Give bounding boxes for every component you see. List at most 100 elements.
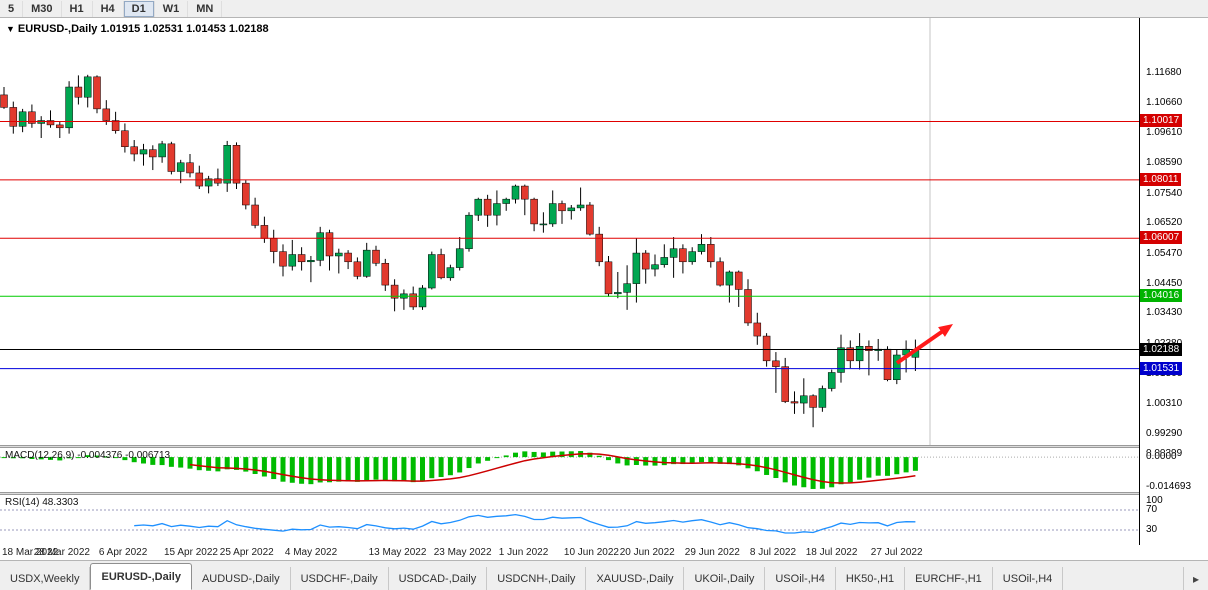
macd-bar xyxy=(866,457,872,478)
chart-tab-usdchf-daily[interactable]: USDCHF-,Daily xyxy=(291,567,389,590)
price-tick-label: 0.99290 xyxy=(1146,427,1183,439)
macd-bar xyxy=(1,457,7,459)
candle xyxy=(604,255,613,297)
time-label: 15 Apr 2022 xyxy=(164,547,218,558)
candle xyxy=(297,247,306,271)
chart-tab-ukoil-daily[interactable]: UKOil-,Daily xyxy=(684,567,766,590)
candle xyxy=(855,333,864,370)
macd-bar xyxy=(661,457,667,466)
candle xyxy=(56,121,64,139)
timeframe-button-mn[interactable]: MN xyxy=(188,0,223,17)
macd-bar xyxy=(857,457,863,480)
macd-bar xyxy=(708,457,714,463)
candle xyxy=(167,141,176,175)
collapse-panel-icon[interactable]: ▼ xyxy=(6,24,15,34)
candle xyxy=(818,385,827,412)
pane-separator[interactable] xyxy=(0,492,1208,495)
macd-bar xyxy=(252,457,258,475)
macd-bar xyxy=(141,457,146,464)
chart-tab-usoil-h4[interactable]: USOil-,H4 xyxy=(765,567,836,590)
trend-arrow[interactable] xyxy=(895,324,953,365)
macd-bar xyxy=(280,457,286,482)
candle xyxy=(707,237,715,268)
candle xyxy=(790,391,799,414)
chart-tab-audusd-daily[interactable]: AUDUSD-,Daily xyxy=(192,567,291,590)
candle xyxy=(483,194,492,227)
chart-tab-usdcnh-daily[interactable]: USDCNH-,Daily xyxy=(487,567,587,590)
time-label: 20 Jun 2022 xyxy=(619,547,675,558)
timeframe-button-m30[interactable]: M30 xyxy=(23,0,62,17)
candle xyxy=(269,229,278,264)
macd-bar xyxy=(550,451,556,458)
candle xyxy=(83,74,92,108)
tab-scroll-right-button[interactable]: ▸ xyxy=(1183,567,1208,590)
chart-area[interactable]: ▼ EURUSD-,Daily 1.01915 1.02531 1.01453 1… xyxy=(0,18,1208,560)
macd-bar xyxy=(903,457,909,473)
macd-bar xyxy=(131,457,137,463)
price-tick-label: 1.10660 xyxy=(1146,96,1183,108)
time-label: 29 Jun 2022 xyxy=(684,547,740,558)
candle xyxy=(800,378,808,414)
timeframe-button-h1[interactable]: H1 xyxy=(62,0,93,17)
macd-signal-line xyxy=(189,452,916,484)
macd-bar xyxy=(243,457,249,472)
candle xyxy=(400,289,408,310)
chart-tab-xauusd-daily[interactable]: XAUUSD-,Daily xyxy=(586,567,685,590)
candle xyxy=(623,265,631,310)
candle xyxy=(93,75,101,114)
rsi-pane[interactable] xyxy=(0,495,1139,545)
candle xyxy=(521,184,529,216)
timeframe-button-w1[interactable]: W1 xyxy=(155,0,189,17)
rsi-axis-label: 30 xyxy=(1146,524,1158,535)
price-tick-label: 1.07540 xyxy=(1146,187,1183,199)
candle xyxy=(0,87,8,109)
macd-pane[interactable] xyxy=(0,448,1139,492)
macd-bar xyxy=(289,457,295,483)
candle xyxy=(772,352,780,393)
candle xyxy=(586,202,594,236)
candle xyxy=(195,165,204,189)
macd-bar xyxy=(373,457,379,480)
macd-bar xyxy=(699,457,704,463)
candle xyxy=(307,255,315,283)
price-chart[interactable] xyxy=(0,18,1139,445)
macd-bar xyxy=(633,457,639,465)
candle xyxy=(158,140,166,163)
candle xyxy=(865,340,873,376)
price-level-badge: 1.10017 xyxy=(1140,114,1183,128)
timeframe-button-h4[interactable]: H4 xyxy=(93,0,124,17)
price-tick-label: 1.09610 xyxy=(1146,127,1183,139)
price-axis[interactable]: 1.11680 1.10660 1.09610 1.08590 1.07540 1.065… xyxy=(1139,18,1208,545)
macd-bar xyxy=(48,457,53,460)
chart-tab-usoil-h4[interactable]: USOil-,H4 xyxy=(993,567,1064,590)
time-label: 6 Apr 2022 xyxy=(98,547,148,558)
macd-bar xyxy=(606,457,611,461)
pane-separator[interactable] xyxy=(0,445,1208,448)
time-label: 18 Mar 2022 xyxy=(2,547,59,558)
timeframe-button-5[interactable]: 5 xyxy=(0,0,24,17)
macd-bar xyxy=(345,457,351,482)
candle xyxy=(353,257,362,280)
candle xyxy=(716,257,724,287)
macd-bar xyxy=(57,457,63,461)
macd-bar xyxy=(615,457,621,464)
candle xyxy=(242,180,250,210)
timeframe-button-d1[interactable]: D1 xyxy=(123,0,155,17)
price-level-badge: 1.08011 xyxy=(1140,172,1182,186)
macd-bar xyxy=(187,457,193,469)
candle xyxy=(669,237,678,278)
macd-bar xyxy=(261,457,267,477)
macd-bar xyxy=(754,457,760,472)
chart-tab-usdcad-daily[interactable]: USDCAD-,Daily xyxy=(389,567,488,590)
candle xyxy=(651,254,659,277)
time-label: 4 May 2022 xyxy=(284,547,338,558)
chart-tab-usdx-weekly[interactable]: USDX,Weekly xyxy=(0,567,91,590)
chart-tab-hk50-h1[interactable]: HK50-,H1 xyxy=(836,567,906,590)
macd-bar xyxy=(224,457,230,470)
price-level-badge: 1.01531 xyxy=(1140,361,1183,375)
chart-tab-eurchf-h1[interactable]: EURCHF-,H1 xyxy=(905,567,993,590)
chart-tab-eurusd-daily[interactable]: EURUSD-,Daily xyxy=(90,563,192,590)
candle xyxy=(781,357,789,404)
candle xyxy=(65,81,73,134)
